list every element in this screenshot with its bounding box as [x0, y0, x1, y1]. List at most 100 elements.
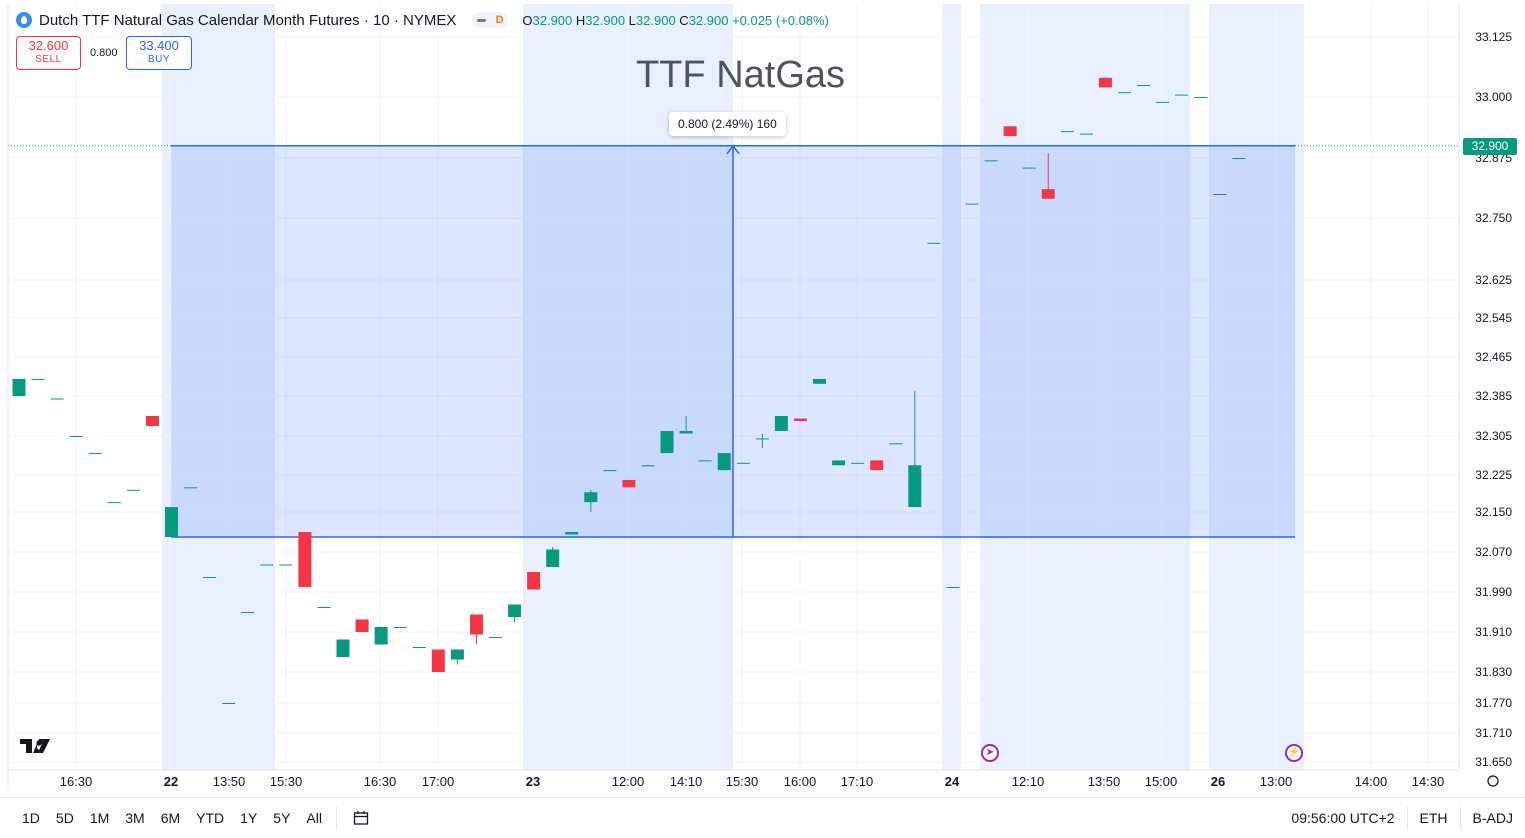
dash-icon: [477, 18, 487, 22]
range-5y[interactable]: 5Y: [273, 810, 291, 826]
sell-button[interactable]: 32.600 SELL: [16, 36, 81, 70]
candle: [203, 577, 217, 578]
candle-body: [527, 572, 541, 590]
range-ytd[interactable]: YTD: [196, 810, 225, 826]
x-tick-label: 23: [526, 774, 540, 789]
candle-body: [1098, 77, 1112, 88]
candle-body: [336, 639, 350, 657]
candle-body: [622, 479, 636, 488]
range-6m[interactable]: 6M: [160, 810, 181, 826]
candle: [1156, 101, 1170, 103]
x-tick-label: 14:00: [1355, 774, 1388, 789]
symbol-title[interactable]: Dutch TTF Natural Gas Calendar Month Fut…: [39, 11, 457, 29]
y-tick-label: 31.650: [1475, 755, 1512, 769]
measure-label: 0.800 (2.49%) 160: [669, 112, 786, 136]
x-tick-label: 17:00: [422, 774, 455, 789]
candle: [717, 453, 731, 471]
candle-body: [279, 564, 293, 566]
y-tick-label: 32.750: [1475, 211, 1512, 225]
lightning-event-icon[interactable]: ⚡: [1285, 744, 1303, 762]
candle: [279, 564, 293, 566]
session-toggle[interactable]: ETH: [1419, 810, 1448, 826]
candle-body: [1175, 94, 1189, 96]
candle: [374, 627, 388, 645]
candle: [222, 703, 236, 704]
ohlc-values: O32.900 H32.900 L32.900 C32.900 +0.025 (…: [522, 12, 829, 28]
session-pill[interactable]: D: [472, 12, 509, 28]
sell-label: SELL: [35, 54, 62, 65]
candle: [755, 433, 769, 449]
candle-body: [813, 378, 827, 384]
range-5d[interactable]: 5D: [55, 810, 74, 826]
candle-body: [145, 416, 159, 426]
session-badge: D: [495, 14, 504, 26]
range-1y[interactable]: 1Y: [240, 810, 258, 826]
candle: [679, 416, 693, 434]
candle-body: [832, 460, 846, 466]
candle: [1137, 85, 1151, 86]
x-tick-label: 15:30: [270, 774, 303, 789]
y-tick-label: 31.830: [1475, 665, 1512, 679]
candle: [1079, 133, 1093, 135]
tradingview-logo-icon[interactable]: [20, 738, 52, 754]
y-tick-label: 32.465: [1475, 350, 1512, 364]
candle-body: [908, 465, 922, 508]
candle-body: [1041, 189, 1055, 199]
buy-label: BUY: [147, 54, 171, 65]
x-tick-label: 14:30: [1412, 774, 1445, 789]
candle-body: [546, 549, 560, 567]
gas-drop-icon: [16, 12, 32, 28]
candle-body: [1232, 158, 1246, 159]
candle: [889, 443, 903, 445]
candle-body: [717, 453, 731, 471]
candle-body: [755, 438, 769, 440]
scale-settings-icon: [1487, 775, 1499, 787]
adjustment-toggle[interactable]: B-ADJ: [1472, 810, 1513, 826]
candle-body: [889, 443, 903, 445]
candle: [965, 203, 979, 205]
candle: [641, 465, 655, 467]
candle-body: [126, 489, 140, 491]
candle: [1022, 167, 1036, 169]
x-tick-label: 12:00: [612, 774, 645, 789]
candle: [88, 453, 102, 455]
candle: [31, 378, 45, 380]
candle-body: [1156, 101, 1170, 103]
candle: [489, 637, 502, 638]
candle: [260, 564, 274, 566]
candle: [241, 612, 255, 613]
candle-body: [927, 242, 941, 244]
candle: [984, 160, 998, 162]
x-tick-label: 17:10: [841, 774, 874, 789]
candle-body: [584, 492, 598, 503]
range-1m[interactable]: 1M: [89, 810, 110, 826]
y-tick-label: 32.385: [1475, 389, 1512, 403]
candle: [393, 627, 407, 628]
candle-body: [450, 649, 464, 660]
y-tick-label: 31.910: [1475, 625, 1512, 639]
x-tick-label: 14:10: [670, 774, 703, 789]
x-tick-label: 26: [1211, 774, 1225, 789]
candle-body: [469, 614, 483, 635]
candle: [774, 416, 788, 431]
x-tick-label: 12:10: [1012, 774, 1045, 789]
range-3m[interactable]: 3M: [125, 810, 145, 826]
candle: [317, 607, 331, 608]
candle: [126, 489, 140, 491]
x-tick-label: 15:00: [1145, 774, 1178, 789]
range-all[interactable]: All: [306, 810, 322, 826]
range-1d[interactable]: 1D: [22, 810, 40, 826]
time-zone-clock[interactable]: 09:56:00 UTC+2: [1291, 810, 1395, 826]
x-tick-label: 22: [164, 774, 178, 789]
buy-button[interactable]: 33.400 BUY: [126, 36, 192, 70]
candle-body: [660, 431, 674, 454]
candle: [851, 462, 865, 464]
go-to-date-calendar-icon[interactable]: [353, 810, 369, 826]
candle: [1041, 153, 1055, 199]
symbol-header: Dutch TTF Natural Gas Calendar Month Fut…: [16, 8, 829, 32]
candle-body: [355, 619, 369, 632]
candle-body: [736, 462, 750, 464]
candle: [1213, 194, 1227, 195]
event-marker-icon[interactable]: ➤: [981, 744, 999, 762]
y-tick-label: 31.710: [1475, 726, 1512, 740]
